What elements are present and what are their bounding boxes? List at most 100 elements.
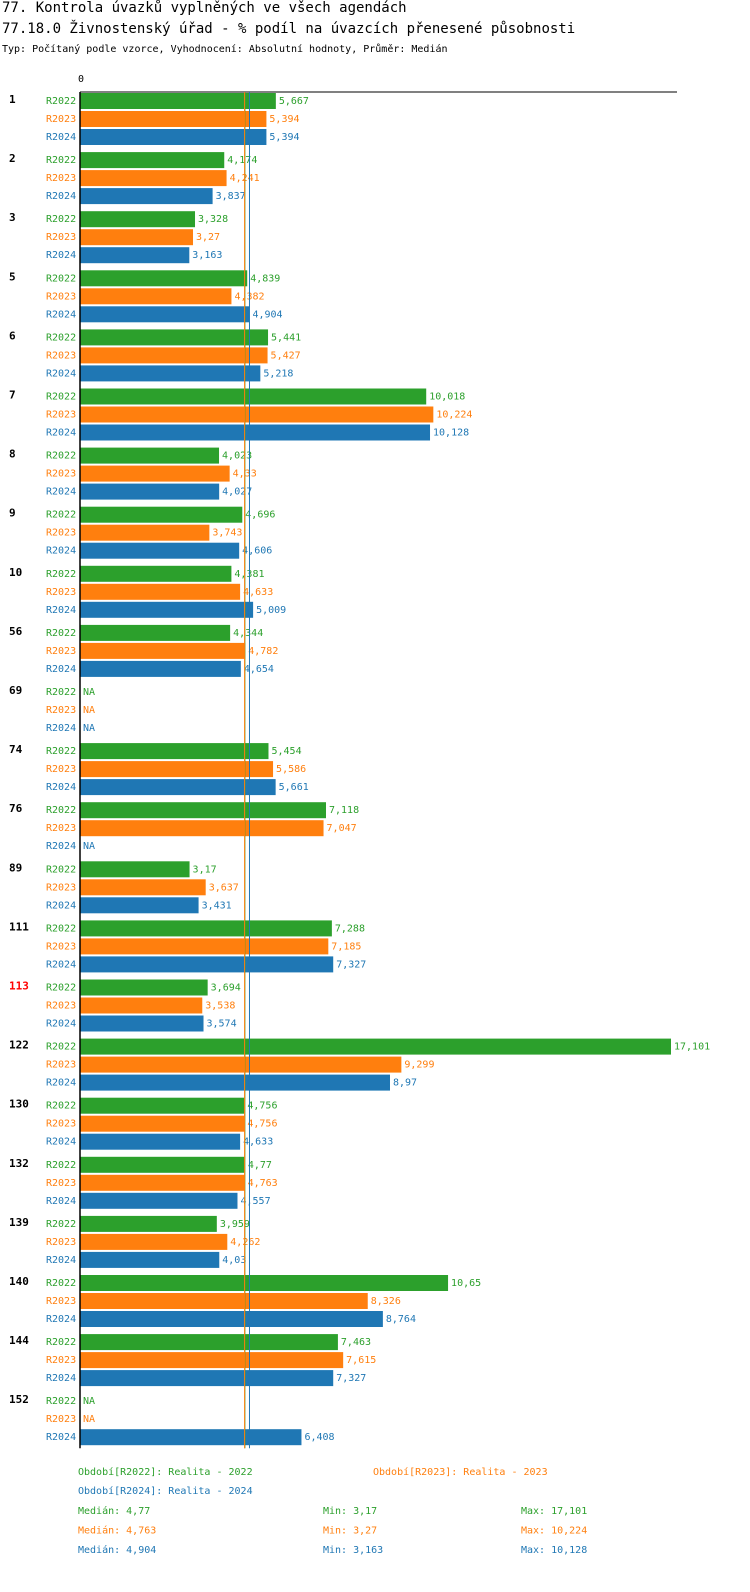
bar-value-label: 3,637 xyxy=(209,882,239,893)
bar-value-label: 8,326 xyxy=(371,1296,401,1307)
legend-median: Medián: 4,77 xyxy=(78,1505,150,1517)
series-label: R2022 xyxy=(46,1396,76,1407)
series-label: R2022 xyxy=(46,510,76,521)
bar xyxy=(80,660,241,677)
bar-value-label: 10,65 xyxy=(451,1278,481,1289)
bar xyxy=(80,542,240,559)
group-label: 1 xyxy=(9,93,16,106)
bar xyxy=(80,979,208,996)
bar xyxy=(80,761,274,778)
bar-value-label: 17,101 xyxy=(674,1042,710,1053)
bar-value-label: 7,463 xyxy=(341,1337,371,1348)
legend-median: Medián: 4,904 xyxy=(78,1544,156,1556)
series-label: R2023 xyxy=(46,1237,76,1248)
group-label: 9 xyxy=(9,507,16,520)
series-label: R2024 xyxy=(46,428,76,439)
bar-value-label: 4,839 xyxy=(250,273,280,284)
bar-value-label: 5,454 xyxy=(271,746,301,757)
bar xyxy=(80,506,243,523)
bar xyxy=(80,1352,344,1369)
bar xyxy=(80,642,246,659)
group-label: 6 xyxy=(9,329,16,342)
bar-value-label: 7,327 xyxy=(336,1373,366,1384)
bar xyxy=(80,388,427,405)
bar-value-label: 3,694 xyxy=(211,983,241,994)
series-label: R2023 xyxy=(46,410,76,421)
bar xyxy=(80,601,254,618)
series-label: R2022 xyxy=(46,273,76,284)
bar xyxy=(80,247,190,264)
bar-value-label: 5,218 xyxy=(263,368,293,379)
series-label: R2023 xyxy=(46,646,76,657)
bar xyxy=(80,1233,228,1250)
bar xyxy=(80,1015,204,1032)
group-label: 132 xyxy=(9,1157,29,1170)
chart-title-line2: 77.18.0 Živnostenský úřad - % podíl na ú… xyxy=(2,21,576,37)
chart-title-line1: 77. Kontrola úvazků vyplněných ve všech … xyxy=(2,0,407,16)
bar-value-label: 4,606 xyxy=(242,546,272,557)
series-label: R2022 xyxy=(46,332,76,343)
bar-value-label: 5,394 xyxy=(269,114,299,125)
legend-min: Min: 3,17 xyxy=(323,1506,377,1517)
bar-value-label: 5,586 xyxy=(276,764,306,775)
series-label: R2022 xyxy=(46,628,76,639)
legend-max: Max: 17,101 xyxy=(521,1506,587,1517)
bar xyxy=(80,170,227,187)
series-label: R2024 xyxy=(46,605,76,616)
bar-value-label: 3,743 xyxy=(212,528,242,539)
bar xyxy=(80,1370,334,1387)
bar-value-label: 5,427 xyxy=(271,350,301,361)
bar xyxy=(80,820,324,837)
series-label: R2022 xyxy=(46,214,76,225)
series-label: R2022 xyxy=(46,1337,76,1348)
bar xyxy=(80,565,232,582)
bar-value-label: 5,441 xyxy=(271,332,301,343)
na-label: NA xyxy=(83,841,95,852)
bar-value-label: 4,654 xyxy=(244,664,274,675)
bar xyxy=(80,483,220,500)
bar xyxy=(80,1275,449,1291)
na-label: NA xyxy=(83,1396,95,1407)
group-label: 144 xyxy=(9,1334,29,1347)
bar-value-label: 4,763 xyxy=(248,1178,278,1189)
bar-value-label: 4,633 xyxy=(243,587,273,598)
group-label: 113 xyxy=(9,980,29,993)
bar xyxy=(80,270,248,287)
bar xyxy=(80,779,276,796)
series-label: R2024 xyxy=(46,1255,76,1266)
series-label: R2024 xyxy=(46,250,76,261)
bar xyxy=(80,111,267,127)
series-label: R2024 xyxy=(46,723,76,734)
group-label: 5 xyxy=(9,270,16,283)
group-label: 7 xyxy=(9,389,16,402)
bar-value-label: 7,118 xyxy=(329,805,359,816)
bar-value-label: 4,03 xyxy=(222,1255,246,1266)
bar xyxy=(80,956,334,973)
bar-value-label: 7,288 xyxy=(335,923,365,934)
series-label: R2022 xyxy=(46,1042,76,1053)
series-label: R2022 xyxy=(46,392,76,403)
bar xyxy=(80,897,199,914)
bar xyxy=(80,1097,245,1114)
series-label: R2024 xyxy=(46,1432,76,1443)
bar xyxy=(80,1215,217,1232)
bar-value-label: 7,185 xyxy=(331,941,361,952)
bar-value-label: 3,431 xyxy=(202,900,232,911)
series-label: R2024 xyxy=(46,309,76,320)
series-label: R2024 xyxy=(46,664,76,675)
bar-value-label: 5,667 xyxy=(279,96,309,107)
bar-value-label: 5,009 xyxy=(256,605,286,616)
series-label: R2022 xyxy=(46,1278,76,1289)
group-label: 122 xyxy=(9,1039,29,1052)
bar-value-label: 10,224 xyxy=(436,410,472,421)
bar-value-label: 3,959 xyxy=(220,1219,250,1230)
series-label: R2024 xyxy=(46,368,76,379)
series-label: R2022 xyxy=(46,864,76,875)
series-label: R2023 xyxy=(46,291,76,302)
bar-value-label: 4,904 xyxy=(252,309,282,320)
bar-value-label: 4,344 xyxy=(233,628,263,639)
bar xyxy=(80,743,269,760)
series-label: R2023 xyxy=(46,528,76,539)
bar xyxy=(80,406,434,423)
group-label: 74 xyxy=(9,743,23,756)
